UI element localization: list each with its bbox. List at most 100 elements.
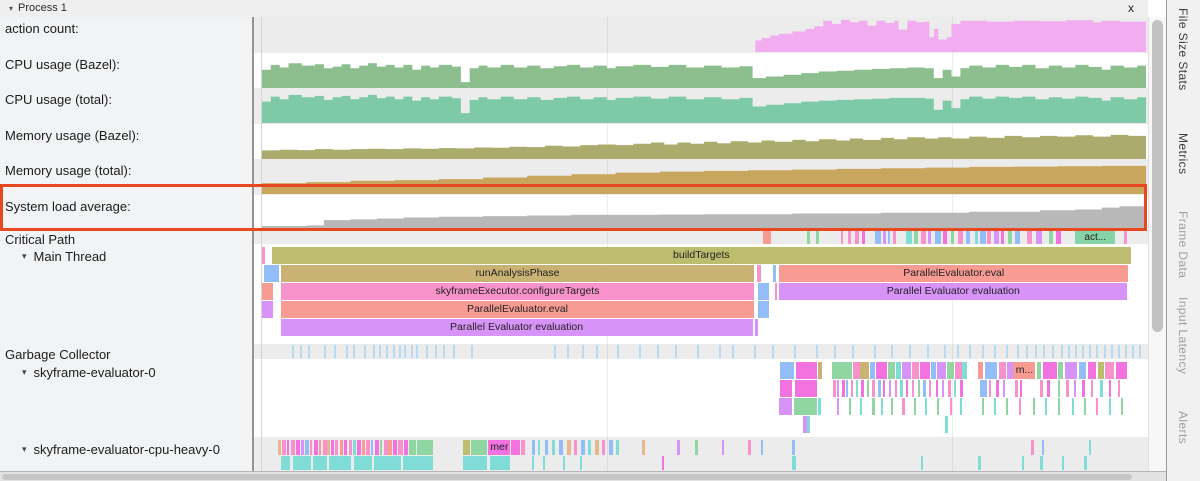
skyframe-evaluator-cpu-heavy-slice[interactable] <box>370 440 374 455</box>
main-thread-slice-labeled[interactable]: ParallelEvaluator.eval <box>779 265 1129 282</box>
skyframe-evaluator-cpu-heavy-sub-slice[interactable] <box>792 456 796 470</box>
skyframe-evaluator-cpu-heavy-sub-slice[interactable] <box>490 456 510 470</box>
gc-tick[interactable] <box>435 345 438 358</box>
gc-tick[interactable] <box>873 345 876 358</box>
skyframe-evaluator-cpu-heavy-sub-slice[interactable] <box>1039 456 1043 470</box>
tab-file-size-stats[interactable]: File Size Stats <box>1176 8 1190 91</box>
main-thread-slice[interactable] <box>263 265 279 282</box>
skyframe-evaluator-cpu-heavy-sub-slice[interactable] <box>920 456 924 470</box>
skyframe-evaluator-0-slice[interactable] <box>935 380 939 397</box>
gc-tick[interactable] <box>1068 345 1071 358</box>
gc-tick[interactable] <box>404 345 407 358</box>
critical-path-tick[interactable] <box>763 231 772 244</box>
skyframe-evaluator-0-slice[interactable] <box>1084 398 1087 415</box>
horizontal-scrollbar[interactable] <box>0 471 1166 481</box>
gc-tick[interactable] <box>1082 345 1085 358</box>
skyframe-evaluator-0-slice[interactable] <box>1082 380 1085 397</box>
skyframe-evaluator-cpu-heavy-slice[interactable] <box>330 440 335 455</box>
gc-tick[interactable] <box>410 345 413 358</box>
skyframe-evaluator-0-slice[interactable] <box>848 398 851 415</box>
skyframe-evaluator-0-slice[interactable] <box>954 380 957 397</box>
skyframe-evaluator-cpu-heavy-slice[interactable] <box>602 440 605 455</box>
skyframe-evaluator-cpu-heavy-slice[interactable] <box>305 440 309 455</box>
skyframe-evaluator-cpu-heavy-slice[interactable] <box>588 440 591 455</box>
gc-tick[interactable] <box>1006 345 1009 358</box>
skyframe-evaluator-0-slice[interactable] <box>906 380 909 397</box>
gc-tick[interactable] <box>657 345 660 358</box>
skyframe-evaluator-cpu-heavy-sub-slice[interactable] <box>543 456 546 470</box>
skyframe-evaluator-cpu-heavy-slice[interactable] <box>470 440 487 455</box>
critical-path-tick[interactable] <box>913 231 918 244</box>
critical-path-tick[interactable] <box>986 231 991 244</box>
skyframe-evaluator-cpu-heavy-slice[interactable] <box>388 440 392 455</box>
skyframe-evaluator-cpu-heavy-sub-slice[interactable] <box>1084 456 1087 470</box>
main-thread-slice-labeled[interactable]: runAnalysisPhase <box>280 265 755 282</box>
skyframe-evaluator-0-slice[interactable] <box>870 362 876 379</box>
skyframe-evaluator-cpu-heavy-slice[interactable] <box>366 440 370 455</box>
horizontal-scrollbar-thumb[interactable] <box>2 474 1132 480</box>
close-icon[interactable]: x <box>1128 1 1134 15</box>
gc-tick[interactable] <box>323 345 326 358</box>
skyframe-evaluator-0-slice[interactable] <box>1096 398 1099 415</box>
skyframe-evaluator-cpu-heavy-slice[interactable] <box>511 440 521 455</box>
skyframe-evaluator-0-slice[interactable] <box>945 416 948 433</box>
gc-tick[interactable] <box>1103 345 1106 358</box>
track-chart-area[interactable]: act... buildTargets runAnalysisPhase Parall… <box>254 17 1148 471</box>
main-thread-slice[interactable] <box>757 265 761 282</box>
critical-path-tick[interactable] <box>807 231 811 244</box>
tab-input-latency[interactable]: Input Latency <box>1176 297 1190 375</box>
skyframe-evaluator-0-slice[interactable] <box>780 362 795 379</box>
skyframe-evaluator-cpu-heavy-sub-slice[interactable] <box>353 456 372 470</box>
skyframe-evaluator-cpu-heavy-slice[interactable] <box>531 440 536 455</box>
critical-path-tick[interactable] <box>920 231 926 244</box>
critical-path-tick[interactable] <box>1123 231 1127 244</box>
gc-tick[interactable] <box>732 345 735 358</box>
skyframe-evaluator-0-slice[interactable] <box>979 380 987 397</box>
skyframe-evaluator-0-slice[interactable] <box>947 362 955 379</box>
skyframe-evaluator-0-slice[interactable] <box>1057 398 1060 415</box>
tab-frame-data[interactable]: Frame Data <box>1176 211 1190 279</box>
critical-path-tick[interactable] <box>993 231 999 244</box>
critical-path-slice-labeled[interactable]: act... <box>1075 231 1116 244</box>
gc-tick[interactable] <box>1089 345 1092 358</box>
critical-path-tick[interactable] <box>1055 231 1061 244</box>
skyframe-evaluator-cpu-heavy-slice[interactable] <box>327 440 331 455</box>
gc-tick[interactable] <box>1034 345 1037 358</box>
skyframe-evaluator-0-slice[interactable] <box>902 362 911 379</box>
skyframe-evaluator-cpu-heavy-slice[interactable] <box>300 440 304 455</box>
critical-path-tick[interactable] <box>927 231 931 244</box>
gc-tick[interactable] <box>816 345 819 358</box>
expand-arrow-icon[interactable]: ▾ <box>22 367 27 377</box>
skyframe-evaluator-cpu-heavy-slice[interactable] <box>1041 440 1044 455</box>
skyframe-evaluator-cpu-heavy-sub-slice[interactable] <box>531 456 535 470</box>
skyframe-evaluator-0-slice[interactable] <box>891 398 894 415</box>
skyframe-evaluator-0-slice[interactable] <box>925 398 927 415</box>
skyframe-evaluator-cpu-heavy-slice[interactable] <box>286 440 290 455</box>
counter-chart-memory-usage-bazel-[interactable] <box>262 124 1146 159</box>
skyframe-evaluator-0-slice[interactable] <box>999 362 1007 379</box>
gc-tick[interactable] <box>617 345 620 358</box>
gc-tick[interactable] <box>1075 345 1078 358</box>
critical-path-tick[interactable] <box>1048 231 1053 244</box>
skyframe-evaluator-cpu-heavy-sub-slice[interactable] <box>1062 456 1065 470</box>
gc-tick[interactable] <box>639 345 642 358</box>
skyframe-evaluator-0-slice[interactable] <box>923 380 926 397</box>
skyframe-evaluator-cpu-heavy-slice[interactable] <box>581 440 585 455</box>
skyframe-evaluator-0-slice[interactable] <box>911 362 919 379</box>
skyframe-evaluator-0-slice[interactable] <box>1002 380 1006 397</box>
skyframe-evaluator-cpu-heavy-slice[interactable] <box>375 440 379 455</box>
gc-tick[interactable] <box>345 345 348 358</box>
gc-tick[interactable] <box>363 345 366 358</box>
skyframe-evaluator-cpu-heavy-slice[interactable] <box>416 440 434 455</box>
skyframe-evaluator-cpu-heavy-slice[interactable] <box>609 440 613 455</box>
critical-path-tick[interactable] <box>1001 231 1005 244</box>
skyframe-evaluator-0-slice[interactable] <box>937 398 940 415</box>
skyframe-evaluator-0-slice[interactable] <box>911 380 915 397</box>
critical-path-tick[interactable] <box>974 231 978 244</box>
skyframe-evaluator-cpu-heavy-slice[interactable] <box>383 440 388 455</box>
skyframe-evaluator-cpu-heavy-slice[interactable] <box>309 440 313 455</box>
skyframe-evaluator-0-slice[interactable] <box>978 362 984 379</box>
skyframe-evaluator-cpu-heavy-slice[interactable] <box>379 440 383 455</box>
skyframe-evaluator-0-slice[interactable] <box>1115 362 1127 379</box>
skyframe-evaluator-0-slice[interactable] <box>818 362 822 379</box>
